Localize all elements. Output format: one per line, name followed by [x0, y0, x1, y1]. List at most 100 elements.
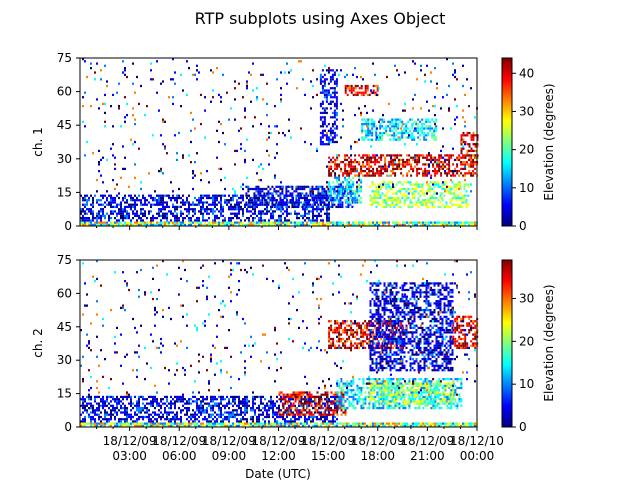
heatmap-cell	[126, 213, 128, 215]
heatmap-cell	[120, 407, 122, 409]
heatmap-cell	[90, 407, 92, 409]
heatmap-cell	[432, 166, 434, 168]
heatmap-cell	[361, 94, 363, 96]
heatmap-cell	[376, 172, 378, 174]
heatmap-cell	[298, 199, 300, 201]
heatmap-cell	[432, 201, 434, 203]
heatmap-cell	[380, 175, 382, 177]
heatmap-cell	[317, 188, 319, 190]
heatmap-cell	[162, 403, 164, 405]
heatmap-cell	[202, 195, 204, 197]
heatmap-cell	[433, 139, 435, 141]
heatmap-cell	[286, 423, 288, 425]
heatmap-cell	[218, 407, 220, 409]
heatmap-cell	[126, 201, 128, 203]
heatmap-cell	[272, 222, 274, 224]
heatmap-cell	[287, 394, 289, 396]
heatmap-cell	[362, 423, 364, 425]
heatmap-cell	[334, 105, 336, 107]
heatmap-cell	[323, 190, 325, 192]
heatmap-cell	[340, 69, 342, 71]
heatmap-cell	[106, 405, 108, 407]
heatmap-cell	[470, 423, 472, 425]
heatmap-cell	[268, 154, 270, 156]
heatmap-cell	[210, 400, 212, 402]
heatmap-cell	[192, 414, 194, 416]
heatmap-cell	[332, 116, 334, 118]
heatmap-cell	[381, 134, 383, 136]
heatmap-cell	[242, 213, 244, 215]
heatmap-cell	[458, 154, 460, 156]
heatmap-cell	[350, 389, 352, 391]
heatmap-cell	[350, 391, 352, 393]
heatmap-cell	[278, 416, 280, 418]
heatmap-cell	[309, 396, 311, 398]
heatmap-cell	[396, 163, 398, 165]
heatmap-cell	[250, 418, 252, 420]
heatmap-cell	[388, 183, 390, 185]
heatmap-cell	[380, 170, 382, 172]
heatmap-cell	[320, 143, 322, 145]
heatmap-cell	[222, 418, 224, 420]
heatmap-cell	[358, 179, 360, 181]
heatmap-cell	[428, 152, 430, 154]
heatmap-cell	[212, 89, 214, 91]
heatmap-cell	[262, 423, 264, 425]
heatmap-cell	[428, 159, 430, 161]
heatmap-cell	[405, 130, 407, 132]
heatmap-cell	[286, 215, 288, 217]
heatmap-cell	[452, 154, 454, 156]
heatmap-cell	[208, 195, 210, 197]
heatmap-cell	[452, 172, 454, 174]
heatmap-cell	[400, 201, 402, 203]
heatmap-cell	[86, 213, 88, 215]
heatmap-cell	[356, 192, 358, 194]
heatmap-cell	[120, 177, 122, 179]
heatmap-cell	[327, 394, 329, 396]
heatmap-cell	[218, 94, 220, 96]
heatmap-cell	[356, 76, 358, 78]
heatmap-cell	[212, 398, 214, 400]
heatmap-cell	[126, 222, 128, 224]
heatmap-cell	[312, 96, 314, 98]
heatmap-cell	[176, 423, 178, 425]
heatmap-cell	[360, 172, 362, 174]
heatmap-cell	[412, 192, 414, 194]
heatmap-cell	[387, 125, 389, 127]
heatmap-cell	[348, 222, 350, 224]
heatmap-cell	[336, 114, 338, 116]
heatmap-cell	[371, 130, 373, 132]
heatmap-cell	[192, 201, 194, 203]
heatmap-cell	[412, 98, 414, 100]
heatmap-cell	[144, 210, 146, 212]
heatmap-cell	[280, 222, 282, 224]
heatmap-cell	[204, 403, 206, 405]
heatmap-cell	[282, 132, 284, 134]
heatmap-cell	[186, 201, 188, 203]
heatmap-cell	[230, 411, 232, 413]
heatmap-cell	[271, 197, 273, 199]
heatmap-cell	[430, 181, 432, 183]
heatmap-cell	[214, 204, 216, 206]
heatmap-cell	[224, 222, 226, 224]
heatmap-cell	[162, 143, 164, 145]
heatmap-cell	[230, 208, 232, 210]
heatmap-cell	[162, 204, 164, 206]
heatmap-cell	[220, 416, 222, 418]
colorbar-tick-label: 0	[519, 219, 527, 233]
heatmap-cell	[168, 206, 170, 208]
heatmap-cell	[336, 391, 338, 393]
heatmap-cell	[112, 199, 114, 201]
heatmap-cell	[312, 69, 314, 71]
heatmap-cell	[162, 423, 164, 425]
heatmap-cell	[106, 85, 108, 87]
heatmap-cell	[360, 157, 362, 159]
heatmap-cell	[276, 143, 278, 145]
heatmap-cell	[404, 199, 406, 201]
heatmap-cell	[339, 405, 341, 407]
heatmap-cell	[190, 204, 192, 206]
heatmap-cell	[342, 172, 344, 174]
heatmap-cell	[408, 197, 410, 199]
heatmap-cell	[242, 400, 244, 402]
heatmap-cell	[188, 154, 190, 156]
